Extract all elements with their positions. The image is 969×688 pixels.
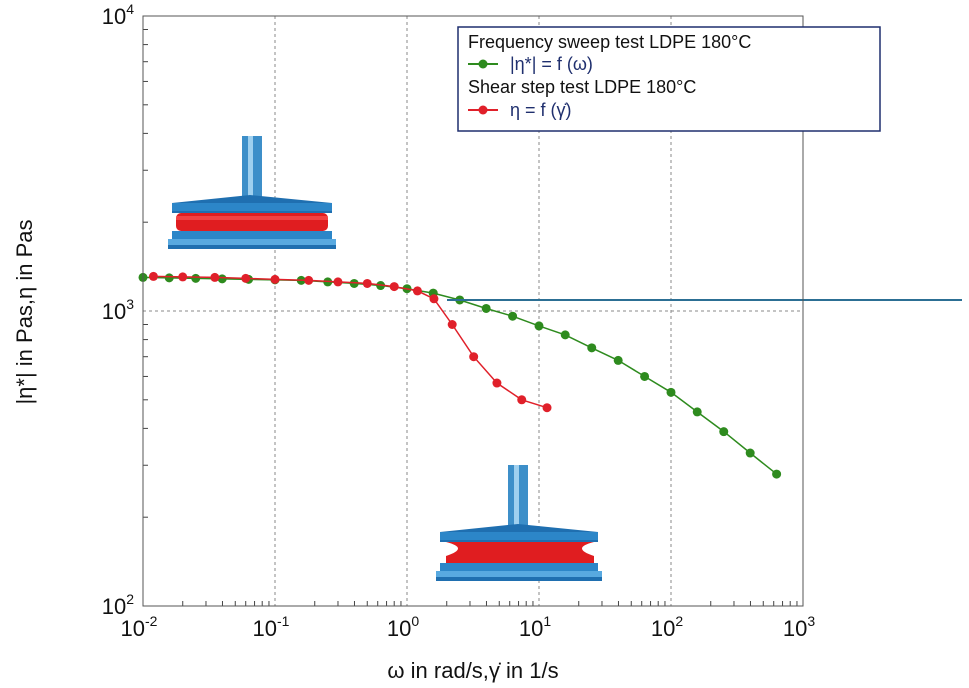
- data-point-0: [640, 371, 650, 381]
- legend-heading-frequency: Frequency sweep test LDPE 180°C: [468, 32, 751, 52]
- data-point-1: [362, 278, 372, 288]
- series-layer: [138, 271, 782, 479]
- series-line-1: [153, 275, 548, 409]
- data-point-0: [534, 321, 544, 331]
- data-point-0: [164, 273, 174, 283]
- x-tick-label: 10-1: [253, 613, 290, 641]
- data-point-1: [412, 286, 422, 296]
- data-point-1: [241, 273, 251, 283]
- data-point-1: [304, 275, 314, 285]
- data-point-1: [447, 319, 457, 329]
- x-tick-label: 103: [783, 613, 815, 641]
- parallel-plate-icon: [168, 136, 336, 249]
- data-point-0: [772, 469, 782, 479]
- y-tick-label: 103: [102, 296, 134, 324]
- data-point-0: [481, 303, 491, 313]
- x-axis-label: ω in rad/s,γ̇ in 1/s: [387, 658, 558, 683]
- x-tick-label: 101: [519, 613, 551, 641]
- data-point-0: [587, 343, 597, 353]
- data-point-1: [492, 378, 502, 388]
- data-point-1: [210, 272, 220, 282]
- x-tick-label: 10-2: [121, 613, 158, 641]
- legend-series-shear-viscosity: η = f (γ̇): [510, 100, 572, 120]
- data-point-0: [613, 355, 623, 365]
- legend: Frequency sweep test LDPE 180°C |η*| = f…: [457, 26, 881, 132]
- data-point-1: [389, 282, 399, 292]
- data-point-1: [469, 352, 479, 362]
- tick-labels: 10-2 10-1 100 101 102 103 102 103 104: [102, 1, 816, 641]
- data-point-1: [542, 403, 552, 413]
- data-point-0: [191, 273, 201, 283]
- y-axis-label: |η*| in Pas,η in Pas: [12, 219, 37, 404]
- legend-swatch-marker-red: [478, 105, 488, 115]
- series-line-0: [142, 276, 778, 475]
- data-point-0: [508, 311, 518, 321]
- legend-swatch-marker-green: [478, 59, 488, 69]
- y-tick-label: 104: [102, 1, 134, 29]
- data-point-1: [178, 272, 188, 282]
- data-point-0: [560, 330, 570, 340]
- legend-heading-shear: Shear step test LDPE 180°C: [468, 77, 696, 97]
- y-tick-label: 102: [102, 591, 134, 619]
- data-point-1: [517, 395, 527, 405]
- x-tick-label: 100: [387, 613, 419, 641]
- x-tick-label: 102: [651, 613, 683, 641]
- data-point-0: [745, 448, 755, 458]
- plot-area-frame: [142, 15, 804, 607]
- deformed-plate-icon: [436, 465, 602, 581]
- data-point-1: [270, 274, 280, 284]
- data-point-1: [429, 294, 439, 304]
- data-point-0: [719, 427, 729, 437]
- data-point-0: [692, 407, 702, 417]
- data-point-0: [217, 274, 227, 284]
- data-point-1: [148, 271, 158, 281]
- data-point-0: [666, 387, 676, 397]
- legend-series-complex-viscosity: |η*| = f (ω): [510, 54, 593, 74]
- data-point-1: [333, 277, 343, 287]
